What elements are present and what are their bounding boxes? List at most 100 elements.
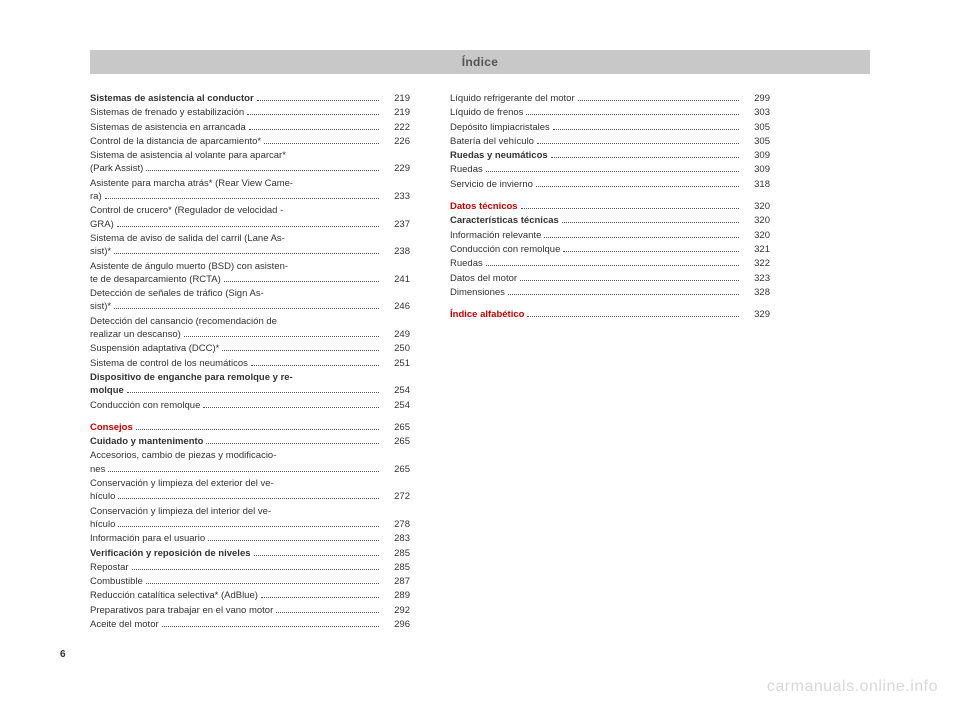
toc-label-wrap: Asistente para marcha atrás* (Rear View … xyxy=(90,177,410,190)
toc-page: 241 xyxy=(382,273,410,286)
page-container: Índice Sistemas de asistencia al conduct… xyxy=(0,0,960,708)
toc-entry: te de desaparcamiento (RCTA)241 xyxy=(90,273,410,286)
toc-page: 320 xyxy=(742,200,770,213)
toc-label: GRA) xyxy=(90,218,114,231)
toc-page: 292 xyxy=(382,604,410,617)
toc-dots xyxy=(118,493,379,500)
toc-page: 309 xyxy=(742,149,770,162)
toc-entry: Sistema de control de los neumáticos251 xyxy=(90,357,410,370)
toc-label: Preparativos para trabajar en el vano mo… xyxy=(90,604,273,617)
toc-entry: Información relevante320 xyxy=(450,229,770,242)
toc-dots xyxy=(224,275,379,282)
toc-page: 320 xyxy=(742,214,770,227)
watermark: carmanuals.online.info xyxy=(767,678,938,696)
toc-entry: GRA) 237 xyxy=(90,218,410,231)
toc-entry: sist)*238 xyxy=(90,245,410,258)
toc-label: Información para el usuario xyxy=(90,532,205,545)
toc-label: Características técnicas xyxy=(450,214,559,227)
toc-page: 309 xyxy=(742,163,770,176)
toc-dots xyxy=(526,109,739,116)
toc-dots xyxy=(264,137,379,144)
toc-entry: nes265 xyxy=(90,463,410,476)
toc-entry: Repostar 285 xyxy=(90,561,410,574)
toc-page: 305 xyxy=(742,121,770,134)
toc-entry: Líquido refrigerante del motor 299 xyxy=(450,92,770,105)
toc-page: 320 xyxy=(742,229,770,242)
toc-entry: Aceite del motor296 xyxy=(90,618,410,631)
toc-label: Sistemas de frenado y estabilización xyxy=(90,106,244,119)
toc-entry: Ruedas y neumáticos309 xyxy=(450,149,770,162)
toc-label: Conducción con remolque xyxy=(90,399,200,412)
toc-page: 265 xyxy=(382,435,410,448)
toc-label: Datos técnicos xyxy=(450,200,518,213)
toc-page: 321 xyxy=(742,243,770,256)
toc-entry: Conducción con remolque 254 xyxy=(90,399,410,412)
toc-label-wrap: Detección del cansancio (recomendación d… xyxy=(90,315,410,328)
toc-spacer xyxy=(450,300,770,308)
toc-label: Índice alfabético xyxy=(450,308,524,321)
toc-label-wrap: Conservación y limpieza del exterior del… xyxy=(90,477,410,490)
toc-dots xyxy=(251,359,379,366)
toc-label: Ruedas xyxy=(450,257,483,270)
toc-dots xyxy=(553,123,739,130)
toc-dots xyxy=(261,592,379,599)
toc-label: Aceite del motor xyxy=(90,618,159,631)
toc-entry: ra) 233 xyxy=(90,190,410,203)
toc-page: 250 xyxy=(382,342,410,355)
toc-dots xyxy=(162,620,379,627)
toc-page: 289 xyxy=(382,589,410,602)
toc-label: Control de la distancia de aparcamiento* xyxy=(90,135,261,148)
toc-dots xyxy=(536,180,739,187)
toc-label: Conducción con remolque xyxy=(450,243,560,256)
toc-entry: Datos del motor323 xyxy=(450,272,770,285)
toc-entry: Características técnicas 320 xyxy=(450,214,770,227)
toc-dots xyxy=(146,577,379,584)
toc-dots xyxy=(108,465,379,472)
toc-entry: Ruedas322 xyxy=(450,257,770,270)
toc-label: Reducción catalítica selectiva* (AdBlue) xyxy=(90,589,258,602)
toc-dots xyxy=(146,165,379,172)
toc-columns: Sistemas de asistencia al conductor219Si… xyxy=(90,92,870,632)
toc-entry: Datos técnicos 320 xyxy=(450,200,770,213)
toc-page: 233 xyxy=(382,190,410,203)
toc-dots xyxy=(254,549,379,556)
toc-spacer xyxy=(90,413,410,421)
toc-label-wrap: Detección de señales de tráfico (Sign As… xyxy=(90,287,410,300)
toc-page: 246 xyxy=(382,300,410,313)
toc-entry: hículo278 xyxy=(90,518,410,531)
toc-page: 265 xyxy=(382,463,410,476)
toc-entry: Líquido de frenos303 xyxy=(450,106,770,119)
toc-label: Líquido de frenos xyxy=(450,106,523,119)
toc-page: 254 xyxy=(382,399,410,412)
toc-label: Líquido refrigerante del motor xyxy=(450,92,575,105)
toc-label: Servicio de invierno xyxy=(450,178,533,191)
toc-dots xyxy=(562,217,739,224)
toc-entry: Depósito limpiacristales305 xyxy=(450,121,770,134)
toc-label: hículo xyxy=(90,518,115,531)
toc-dots xyxy=(527,311,739,318)
toc-entry: sist)*246 xyxy=(90,300,410,313)
page-number: 6 xyxy=(60,649,66,660)
toc-label: Cuidado y mantenimento xyxy=(90,435,203,448)
toc-label: Sistemas de asistencia al conductor xyxy=(90,92,254,105)
toc-label: Repostar xyxy=(90,561,129,574)
toc-label: realizar un descanso) xyxy=(90,328,181,341)
toc-entry: realizar un descanso) 249 xyxy=(90,328,410,341)
toc-page: 249 xyxy=(382,328,410,341)
toc-page: 237 xyxy=(382,218,410,231)
toc-page: 299 xyxy=(742,92,770,105)
toc-page: 285 xyxy=(382,561,410,574)
toc-dots xyxy=(551,152,739,159)
toc-dots xyxy=(222,345,379,352)
toc-label: ra) xyxy=(90,190,102,203)
toc-dots xyxy=(206,437,379,444)
toc-spacer xyxy=(450,192,770,200)
toc-label: Consejos xyxy=(90,421,133,434)
toc-entry: Sistemas de frenado y estabilización219 xyxy=(90,106,410,119)
toc-label: Combustible xyxy=(90,575,143,588)
toc-label: Ruedas xyxy=(450,163,483,176)
toc-page: 305 xyxy=(742,135,770,148)
toc-label-wrap: Sistema de asistencia al volante para ap… xyxy=(90,149,410,162)
toc-dots xyxy=(508,288,739,295)
toc-dots xyxy=(486,260,739,267)
